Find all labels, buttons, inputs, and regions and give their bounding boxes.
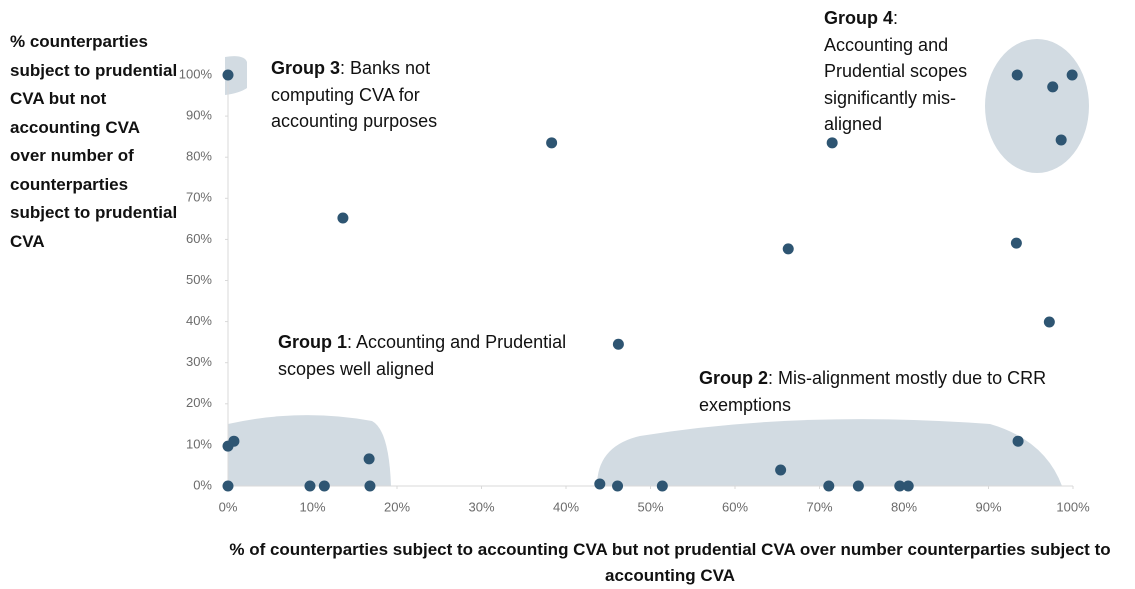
point bbox=[594, 478, 606, 490]
y-tick-label: 70% bbox=[186, 190, 212, 205]
point bbox=[1010, 237, 1022, 249]
point bbox=[826, 137, 838, 149]
annotation: Group 4: Accounting and Prudential scope… bbox=[824, 5, 986, 138]
point bbox=[1047, 81, 1059, 93]
point bbox=[1066, 69, 1078, 81]
x-tick-label: 20% bbox=[384, 499, 410, 514]
y-tick-label: 60% bbox=[186, 231, 212, 246]
y-axis-label: % counterparties subject to prudential C… bbox=[10, 32, 178, 251]
annotation-bold: Group 2 bbox=[699, 368, 769, 388]
x-tick-label: 50% bbox=[637, 499, 663, 514]
group-3-region bbox=[225, 56, 247, 95]
point bbox=[1011, 69, 1023, 81]
x-tick-label: 80% bbox=[891, 499, 917, 514]
point bbox=[1012, 435, 1024, 447]
point bbox=[775, 464, 787, 476]
point bbox=[222, 480, 234, 492]
annotation-bold: Group 3 bbox=[271, 58, 341, 78]
point bbox=[304, 480, 316, 492]
group-1-region bbox=[228, 415, 391, 486]
x-tick-label: 10% bbox=[299, 499, 325, 514]
y-tick-label: 50% bbox=[186, 272, 212, 287]
point bbox=[546, 137, 558, 149]
point bbox=[902, 480, 914, 492]
x-axis-label: % of counterparties subject to accountin… bbox=[229, 540, 1111, 585]
x-tick-label: 0% bbox=[219, 499, 238, 514]
y-tick-label: 0% bbox=[193, 477, 212, 492]
point bbox=[1055, 134, 1067, 146]
annotation: Group 2: Mis-alignment mostly due to CRR… bbox=[699, 365, 1059, 418]
point bbox=[894, 480, 906, 492]
x-tick-label: 30% bbox=[468, 499, 494, 514]
annotation: Group 3: Banks not computing CVA for acc… bbox=[271, 55, 486, 135]
annotation-text: : Accounting and Prudential scopes well … bbox=[278, 332, 567, 379]
annotation-text: : Accounting and Prudential scopes signi… bbox=[824, 8, 968, 134]
group-2-region bbox=[597, 419, 1062, 486]
group-regions bbox=[225, 39, 1089, 486]
point bbox=[823, 480, 835, 492]
x-tick-label: 100% bbox=[1056, 499, 1090, 514]
point bbox=[364, 480, 376, 492]
annotation-bold: Group 4 bbox=[824, 8, 894, 28]
x-tick-label: 40% bbox=[553, 499, 579, 514]
group-4-region bbox=[985, 39, 1089, 173]
point bbox=[318, 480, 330, 492]
point bbox=[228, 435, 240, 447]
x-tick-label: 60% bbox=[722, 499, 748, 514]
point bbox=[612, 338, 624, 350]
point bbox=[337, 212, 349, 224]
y-tick-label: 100% bbox=[179, 66, 213, 81]
annotation-text: : Mis-alignment mostly due to CRR exempt… bbox=[699, 368, 1047, 415]
x-tick-label: 70% bbox=[806, 499, 832, 514]
x-tick-label: 90% bbox=[975, 499, 1001, 514]
y-tick-label: 30% bbox=[186, 354, 212, 369]
point bbox=[656, 480, 668, 492]
point bbox=[782, 243, 794, 255]
point bbox=[1043, 316, 1055, 328]
y-tick-label: 20% bbox=[186, 395, 212, 410]
annotation-text: : Banks not computing CVA for accounting… bbox=[271, 58, 438, 131]
y-tick-label: 10% bbox=[186, 436, 212, 451]
annotation-bold: Group 1 bbox=[278, 332, 348, 352]
point bbox=[222, 69, 234, 81]
point bbox=[363, 453, 375, 465]
point bbox=[612, 480, 624, 492]
annotation: Group 1: Accounting and Prudential scope… bbox=[278, 329, 568, 382]
y-tick-label: 40% bbox=[186, 313, 212, 328]
y-tick-label: 80% bbox=[186, 149, 212, 164]
point bbox=[852, 480, 864, 492]
y-tick-label: 90% bbox=[186, 108, 212, 123]
